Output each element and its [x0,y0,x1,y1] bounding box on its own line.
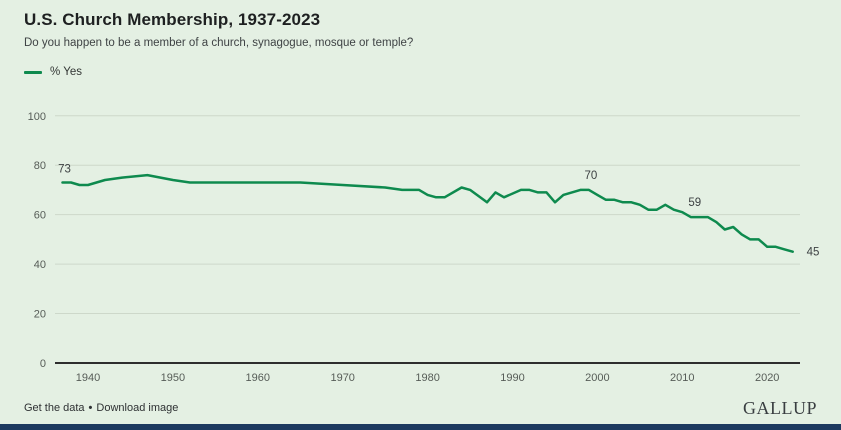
x-tick-label: 2010 [670,372,694,384]
x-tick-label: 1960 [246,372,270,384]
data-label: 59 [688,197,701,209]
x-tick-label: 1950 [161,372,185,384]
x-tick-label: 1970 [330,372,354,384]
bottom-navy-bar [0,424,841,430]
y-tick-label: 60 [34,210,46,222]
footer-links: Get the data • Download image [24,402,178,414]
x-tick-label: 1990 [500,372,524,384]
y-tick-label: 100 [28,111,46,123]
page-title: U.S. Church Membership, 1937-2023 [24,10,321,29]
data-label: 45 [807,247,820,259]
y-tick-label: 40 [34,259,46,271]
membership-line [61,173,794,253]
y-tick-label: 0 [40,358,46,370]
data-label: 73 [58,164,71,176]
x-tick-label: 2000 [585,372,609,384]
chart-subtitle: Do you happen to be a member of a church… [24,37,414,49]
chart-footer: Get the data • Download image GALLUP [24,398,817,419]
line-series-swatch-icon [24,70,42,74]
x-tick-label: 1980 [415,372,439,384]
get-the-data-link[interactable]: Get the data [24,402,85,414]
y-tick-label: 80 [34,160,46,172]
x-tick-label: 2020 [755,372,779,384]
chart-legend: % Yes [24,66,82,78]
gallup-logo: GALLUP [743,398,817,418]
legend-series-label: % Yes [50,66,82,78]
bullet-separator: • [88,402,93,414]
x-tick-label: 1940 [76,372,100,384]
download-image-link[interactable]: Download image [96,402,179,414]
y-tick-label: 20 [34,309,46,321]
data-label: 70 [585,170,598,182]
